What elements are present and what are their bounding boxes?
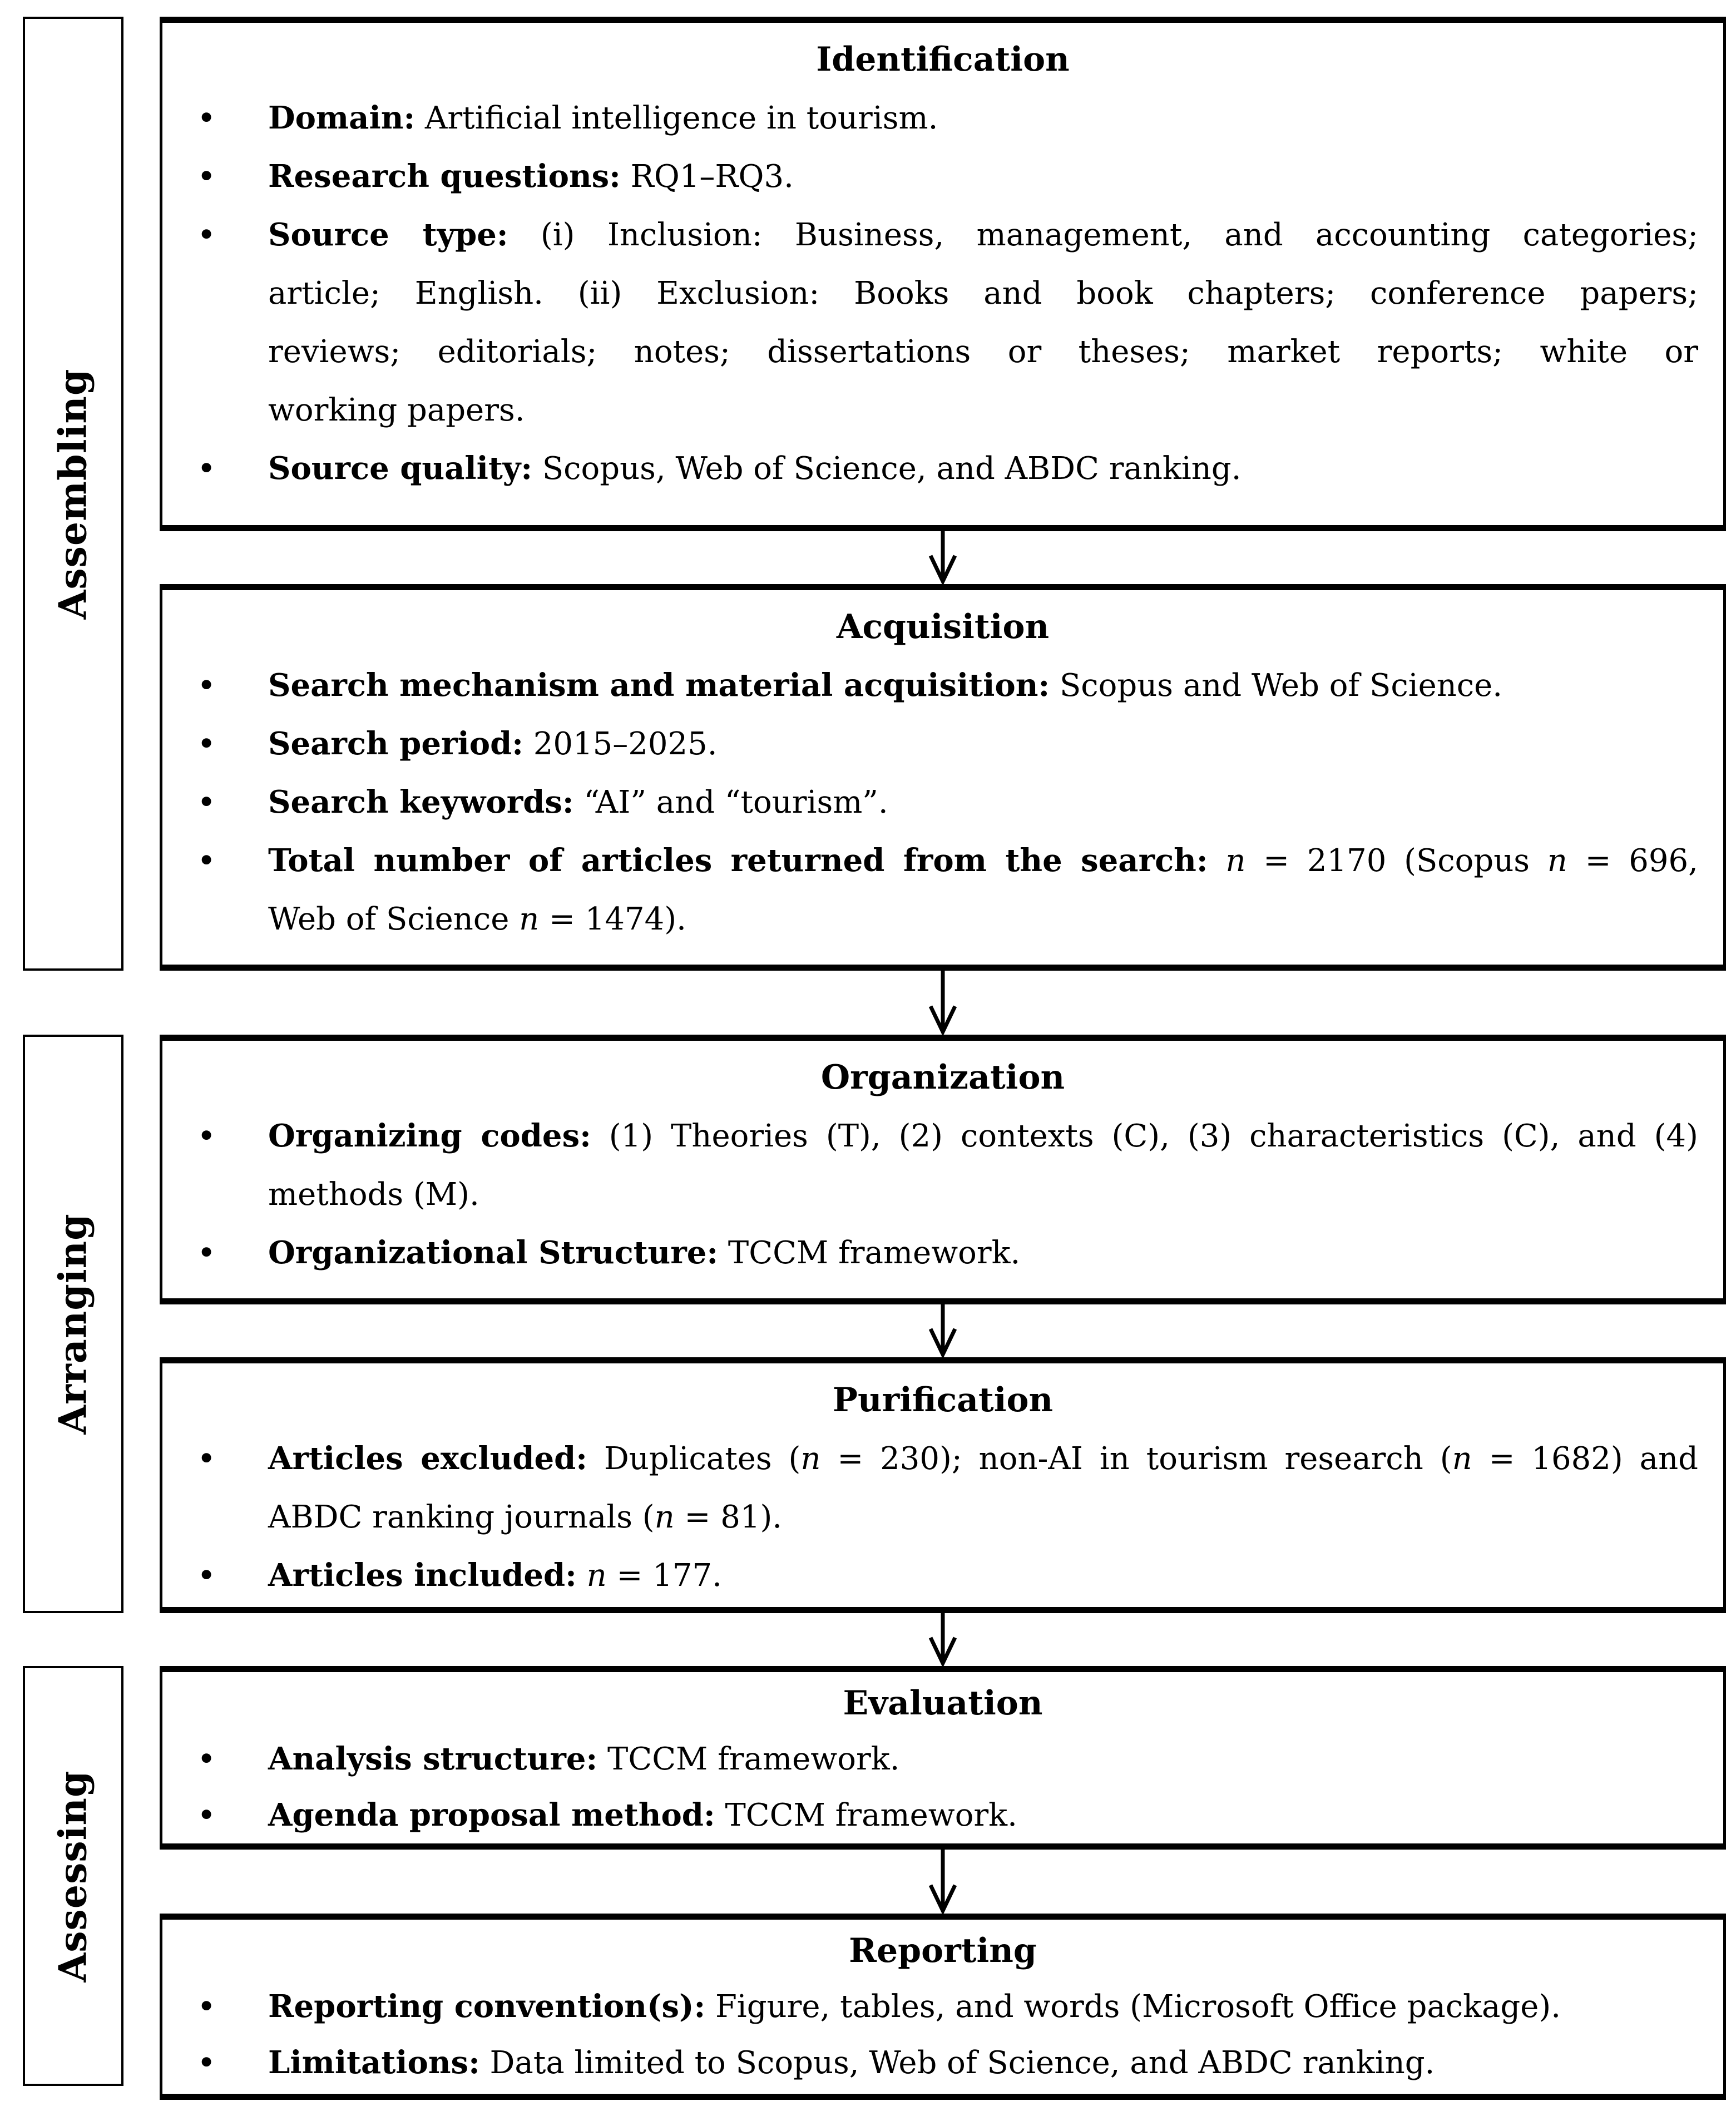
- bullet-line: ABDC ranking journals (n = 81).: [268, 1499, 783, 1535]
- bullet-marker: •: [197, 157, 216, 195]
- phase-title-purification: Purification: [832, 1381, 1054, 1420]
- bullet-marker: •: [197, 216, 216, 254]
- phase-box-evaluation: Evaluation • Analysis structure: TCCM fr…: [160, 1666, 1726, 1850]
- bullet-line: Search period: 2015–2025.: [268, 725, 718, 762]
- bullet-marker: •: [197, 1234, 216, 1272]
- phase-box-purification: Purification • Articles excluded: Duplic…: [160, 1357, 1726, 1613]
- bullet-line: Domain: Artificial intelligence in touri…: [268, 100, 938, 136]
- bullet-line: Organizing codes: (1) Theories (T), (2) …: [268, 1118, 1698, 1154]
- bullet-line: working papers.: [268, 392, 525, 428]
- bullet-line: Source quality: Scopus, Web of Science, …: [268, 450, 1242, 487]
- stage-label-assessing: Assessing: [51, 1770, 96, 1982]
- bullet-marker: •: [197, 725, 216, 763]
- bullet-line: Total number of articles returned from t…: [268, 842, 1698, 879]
- bullet-marker: •: [197, 449, 216, 487]
- bullet-line: Search mechanism and material acquisitio…: [268, 667, 1503, 704]
- bullet-item: • Domain: Artificial intelligence in tou…: [197, 89, 1698, 147]
- bullet-line: Agenda proposal method: TCCM framework.: [268, 1797, 1017, 1833]
- bullet-line: Articles excluded: Duplicates (n = 230);…: [268, 1440, 1698, 1477]
- phase-box-reporting: Reporting • Reporting convention(s): Fig…: [160, 1914, 1726, 2100]
- flow-arrow-4: [928, 1613, 957, 1666]
- flow-arrow-3: [928, 1304, 957, 1357]
- bullet-item: • Limitations: Data limited to Scopus, W…: [197, 2035, 1698, 2091]
- bullet-item: • Source quality: Scopus, Web of Science…: [197, 439, 1698, 498]
- phase-title-evaluation: Evaluation: [843, 1684, 1043, 1723]
- bullet-item: • Search mechanism and material acquisit…: [197, 656, 1698, 715]
- phase-title-identification: Identification: [816, 40, 1070, 79]
- bullet-marker: •: [197, 842, 216, 879]
- bullet-line: article; English. (ii) Exclusion: Books …: [268, 275, 1698, 312]
- bullet-marker: •: [197, 1556, 216, 1594]
- bullet-marker: •: [197, 2044, 216, 2082]
- bullet-marker: •: [197, 1796, 216, 1834]
- bullet-line: Reporting convention(s): Figure, tables,…: [268, 1988, 1561, 2025]
- phase-title-reporting: Reporting: [849, 1931, 1037, 1970]
- bullet-line: Analysis structure: TCCM framework.: [268, 1741, 900, 1777]
- bullet-item: • Search period: 2015–2025.: [197, 715, 1698, 773]
- stage-box-assessing: Assessing: [23, 1666, 123, 2086]
- flow-arrow-5: [928, 1850, 957, 1914]
- bullet-line: Search keywords: “AI” and “tourism”.: [268, 784, 888, 820]
- bullet-item: • Total number of articles returned from…: [197, 832, 1698, 948]
- bullet-marker: •: [197, 783, 216, 821]
- bullet-line: Web of Science n = 1474).: [268, 901, 686, 937]
- bullet-item: • Reporting convention(s): Figure, table…: [197, 1979, 1698, 2035]
- bullet-line: Articles included: n = 177.: [268, 1557, 722, 1594]
- bullet-line: Organizational Structure: TCCM framework…: [268, 1234, 1021, 1271]
- bullet-item: • Search keywords: “AI” and “tourism”.: [197, 773, 1698, 832]
- stage-box-assembling: Assembling: [23, 17, 123, 971]
- bullet-item: • Analysis structure: TCCM framework.: [197, 1731, 1698, 1787]
- flow-arrow-2: [928, 971, 957, 1035]
- bullet-marker: •: [197, 1988, 216, 2025]
- bullet-item: • Organizational Structure: TCCM framewo…: [197, 1224, 1698, 1282]
- bullet-item: • Organizing codes: (1) Theories (T), (2…: [197, 1107, 1698, 1224]
- flow-arrow-1: [928, 531, 957, 584]
- bullet-marker: •: [197, 666, 216, 704]
- bullet-item: • Agenda proposal method: TCCM framework…: [197, 1787, 1698, 1843]
- bullet-item: • Source type: (i) Inclusion: Business, …: [197, 206, 1698, 439]
- phase-title-organization: Organization: [820, 1058, 1065, 1097]
- phase-box-acquisition: Acquisition • Search mechanism and mater…: [160, 584, 1726, 971]
- stage-label-arranging: Arranging: [51, 1213, 96, 1435]
- bullet-line: reviews; editorials; notes; dissertation…: [268, 334, 1698, 370]
- bullet-marker: •: [197, 99, 216, 137]
- bullet-line: Limitations: Data limited to Scopus, Web…: [268, 2044, 1435, 2081]
- phase-box-identification: Identification • Domain: Artificial inte…: [160, 17, 1726, 531]
- bullet-line: Source type: (i) Inclusion: Business, ma…: [268, 216, 1698, 253]
- stage-label-assembling: Assembling: [51, 368, 96, 619]
- bullet-item: • Research questions: RQ1–RQ3.: [197, 147, 1698, 206]
- bullet-line: Research questions: RQ1–RQ3.: [268, 158, 794, 195]
- bullet-item: • Articles excluded: Duplicates (n = 230…: [197, 1430, 1698, 1546]
- bullet-marker: •: [197, 1117, 216, 1155]
- bullet-line: methods (M).: [268, 1176, 479, 1213]
- bullet-item: • Articles included: n = 177.: [197, 1546, 1698, 1605]
- stage-box-arranging: Arranging: [23, 1035, 123, 1613]
- phase-box-organization: Organization • Organizing codes: (1) The…: [160, 1035, 1726, 1304]
- bullet-marker: •: [197, 1740, 216, 1778]
- phase-title-acquisition: Acquisition: [836, 607, 1050, 646]
- bullet-marker: •: [197, 1440, 216, 1477]
